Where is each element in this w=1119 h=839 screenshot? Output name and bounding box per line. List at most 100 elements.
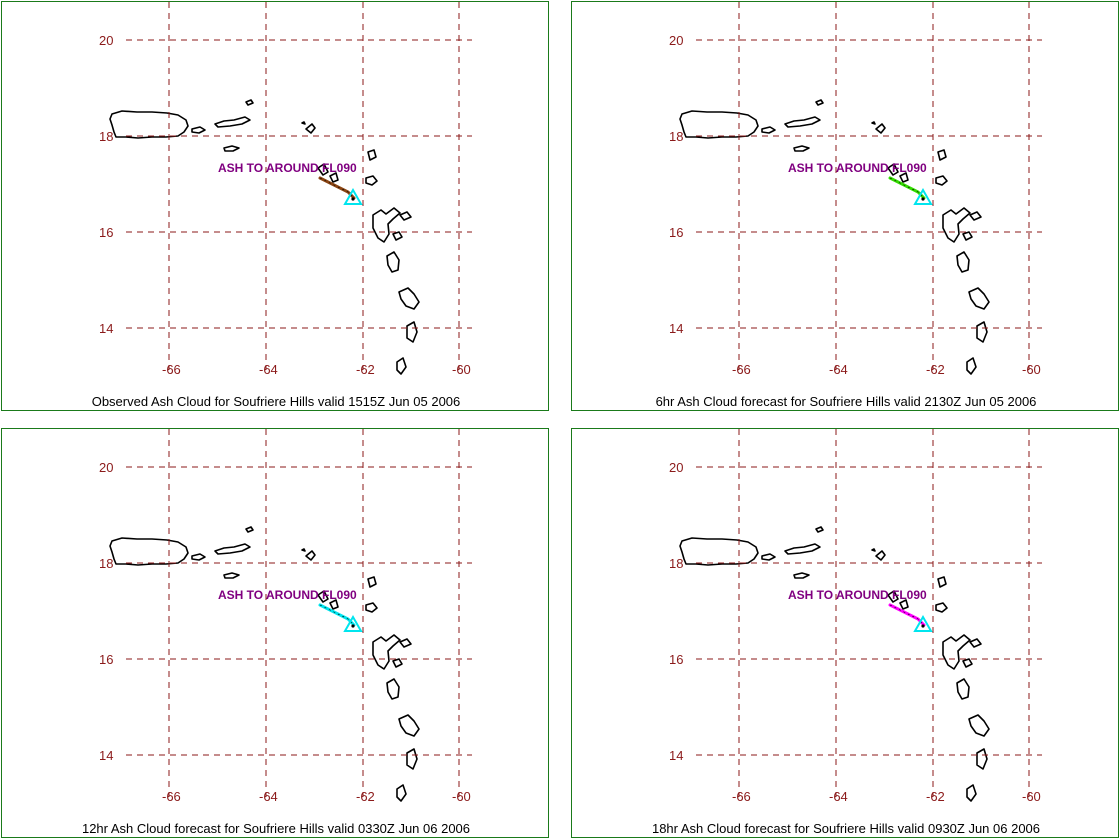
island-coastline [109,110,189,139]
island-coastline [875,123,886,134]
panel-caption: 6hr Ash Cloud forecast for Soufriere Hil… [655,394,1037,409]
island-coastline [899,599,909,610]
latitude-tick-label: 16 [99,225,113,240]
island-coastline [956,678,970,700]
island-coastline [365,175,378,186]
coastline-layer [109,99,420,375]
island-coastline [815,526,824,533]
island-coastline [793,145,810,152]
island-coastline [245,99,254,106]
island-coastline [372,634,401,670]
island-coastline [679,537,759,566]
longitude-tick-label: -60 [1022,362,1041,377]
latitude-tick-label: 14 [669,748,683,763]
island-coastline [386,678,400,700]
island-coastline [367,149,377,161]
island-coastline [191,126,206,134]
island-coastline [899,172,909,183]
island-coastline [761,126,776,134]
panel-caption: 18hr Ash Cloud forecast for Soufriere Hi… [651,821,1041,836]
island-coastline [968,287,990,310]
island-coastline [399,211,412,221]
island-coastline [976,748,988,770]
longitude-tick-label: -62 [926,362,945,377]
island-coastline [367,576,377,588]
volcano-point [351,624,355,628]
island-coastline [942,207,971,243]
island-coastline [329,599,339,610]
longitude-tick-label: -66 [162,789,181,804]
lat-lon-grid [696,429,1042,797]
latitude-tick-label: 20 [99,33,113,48]
island-coastline [761,553,776,561]
latitude-tick-label: 16 [669,652,683,667]
map-canvas: 20 18 16 14 -66 -64 -62 -60 ASH TO AROUND FL090 [99,429,472,804]
island-coastline [815,99,824,106]
longitude-tick-label: -64 [259,789,278,804]
latitude-tick-label: 20 [99,460,113,475]
island-coastline [214,116,251,128]
coastline-layer [109,526,420,802]
longitude-tick-label: -62 [356,362,375,377]
volcano-marker-icon [343,187,363,205]
longitude-tick-label: -62 [926,789,945,804]
island-coastline [392,231,403,241]
ash-height-annotation: ASH TO AROUND FL090 [218,588,357,602]
island-coastline [969,638,982,648]
island-coastline [871,548,876,552]
island-coastline [329,172,339,183]
island-coastline [784,543,821,555]
island-coastline [871,121,876,125]
latitude-tick-label: 18 [99,556,113,571]
island-coastline [214,543,251,555]
volcano-point [921,197,925,201]
ash-height-annotation: ASH TO AROUND FL090 [788,161,927,175]
island-coastline [966,357,977,375]
island-coastline [305,550,316,561]
latitude-tick-label: 20 [669,460,683,475]
latitude-tick-label: 20 [669,33,683,48]
volcano-marker-icon [343,614,363,632]
longitude-tick-label: -60 [452,789,471,804]
map-panel-12hr: 20 18 16 14 -66 -64 -62 -60 ASH TO AROUND FL090 … [1,428,549,838]
island-coastline [887,590,899,603]
lat-lon-grid [126,429,472,797]
map-panel-observed: 20 18 16 14 -66 -64 -62 -60 ASH TO AROUND FL090 … [1,1,549,411]
map-canvas: 20 18 16 14 -66 -64 -62 -60 ASH TO AROUND FL090 [669,2,1042,377]
island-coastline [679,110,759,139]
island-coastline [245,526,254,533]
latitude-tick-label: 16 [99,652,113,667]
island-coastline [317,163,329,176]
island-coastline [191,553,206,561]
volcano-point [921,624,925,628]
lat-lon-grid [126,2,472,370]
island-coastline [793,572,810,579]
longitude-tick-label: -62 [356,789,375,804]
island-coastline [962,658,973,668]
island-coastline [398,287,420,310]
island-coastline [372,207,401,243]
coastline-layer [679,526,990,802]
latitude-tick-label: 16 [669,225,683,240]
longitude-tick-label: -60 [1022,789,1041,804]
latitude-tick-label: 14 [669,321,683,336]
island-coastline [392,658,403,668]
longitude-tick-label: -64 [829,789,848,804]
island-coastline [406,748,418,770]
panel-caption: 12hr Ash Cloud forecast for Soufriere Hi… [81,821,471,836]
map-panel-6hr: 20 18 16 14 -66 -64 -62 -60 ASH TO AROUND FL090 … [571,1,1119,411]
island-coastline [966,784,977,802]
island-coastline [386,251,400,273]
island-coastline [305,123,316,134]
island-coastline [937,149,947,161]
island-coastline [223,145,240,152]
map-canvas: 20 18 16 14 -66 -64 -62 -60 ASH TO AROUND FL090 [99,2,472,377]
island-coastline [784,116,821,128]
map-canvas: 20 18 16 14 -66 -64 -62 -60 ASH TO AROUND FL090 [669,429,1042,804]
longitude-tick-label: -64 [259,362,278,377]
island-coastline [398,714,420,737]
island-coastline [937,576,947,588]
ash-height-annotation: ASH TO AROUND FL090 [788,588,927,602]
island-coastline [396,784,407,802]
island-coastline [875,550,886,561]
